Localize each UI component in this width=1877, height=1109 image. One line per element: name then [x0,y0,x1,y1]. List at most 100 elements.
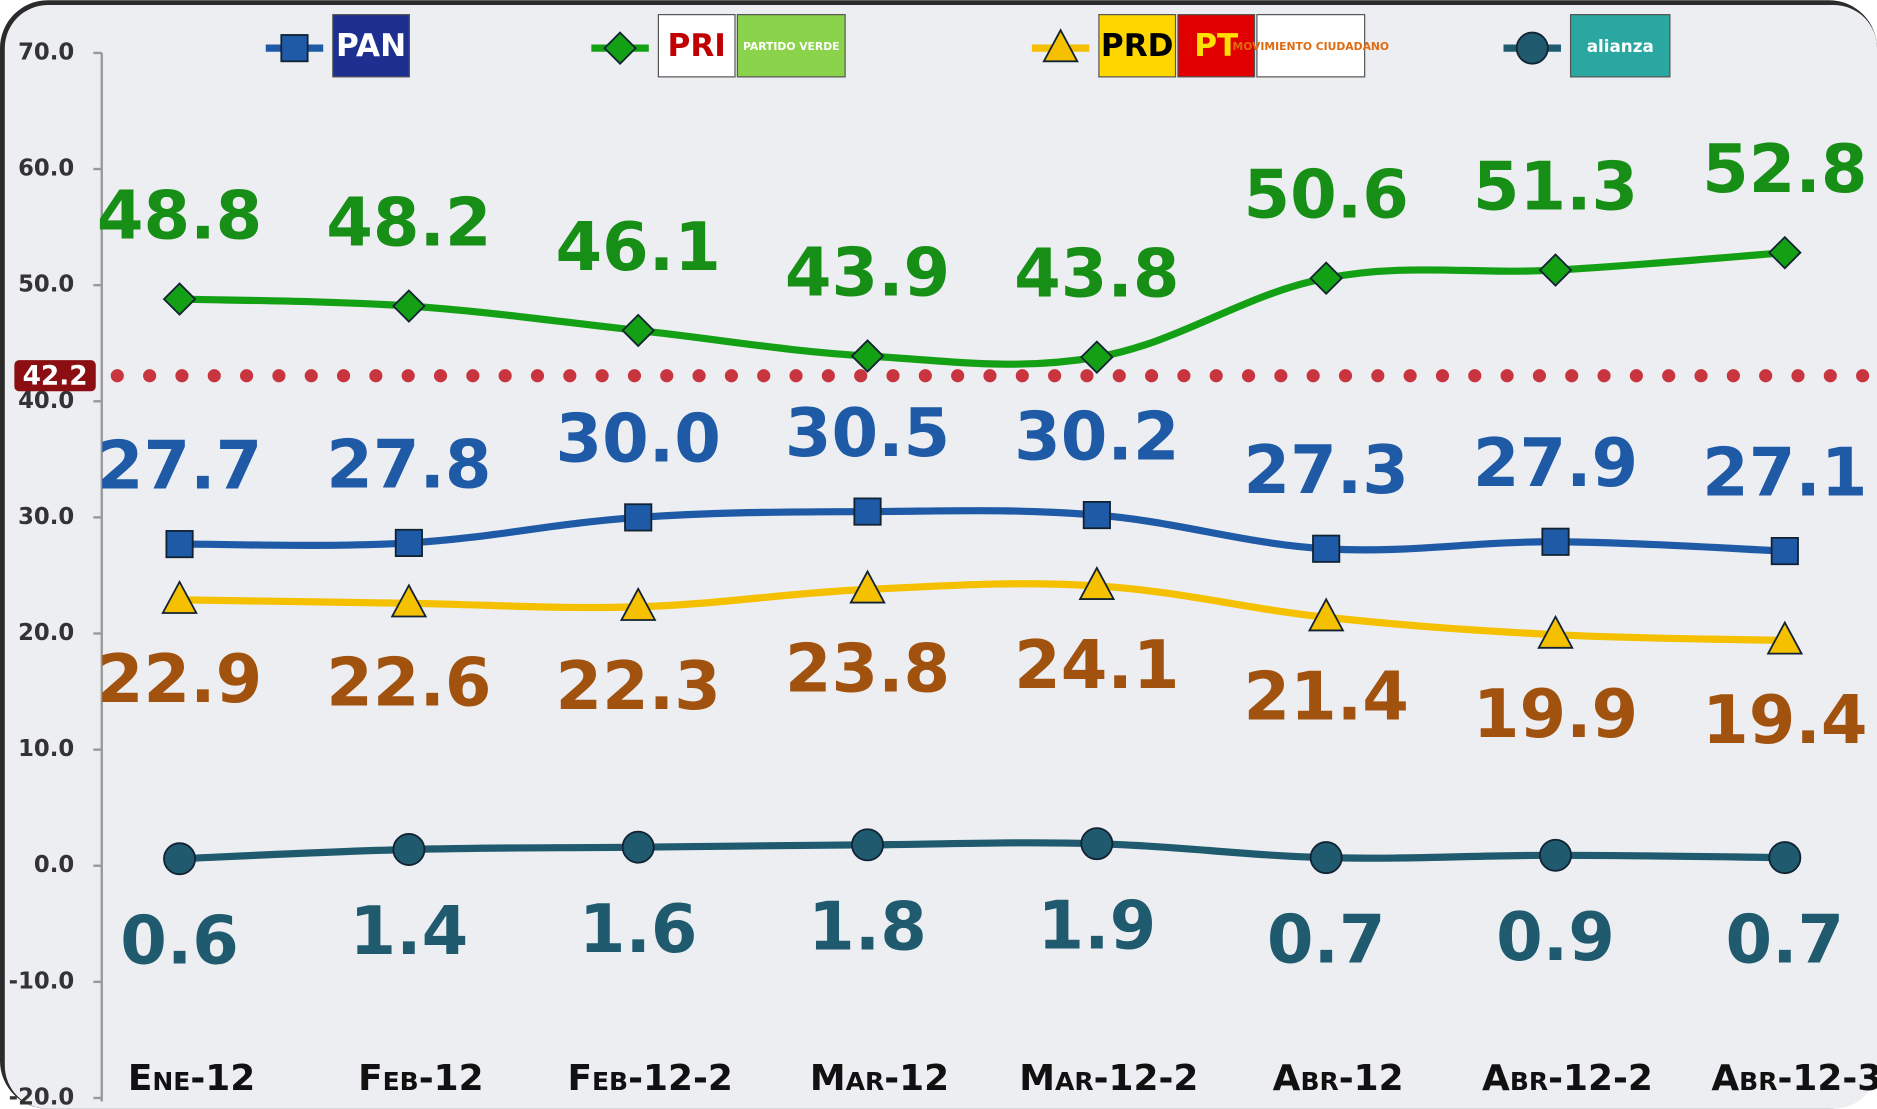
legend-label: PAN [336,28,406,64]
marker [1768,841,1802,875]
data-label: 1.6 [579,890,698,968]
data-label: 22.9 [97,640,262,718]
series-line [179,507,1785,555]
marker [1537,614,1574,649]
data-label: 0.9 [1496,898,1615,976]
marker [165,530,194,559]
marker [1767,235,1802,270]
data-label: 1.4 [350,892,469,970]
marker [1082,501,1111,530]
marker [621,313,656,348]
data-label: 30.5 [785,394,950,472]
marker [1539,838,1572,872]
marker [1042,28,1079,63]
marker [390,583,428,618]
legend-label: MOVIMIENTO CIUDADANO [1232,40,1389,53]
marker [853,497,882,526]
data-label: 1.8 [808,888,927,966]
data-label: 50.6 [1243,156,1408,234]
data-label: 30.2 [1014,397,1179,475]
marker [619,586,657,621]
legend-logo [657,14,736,78]
y-tick-label: 70.0 [18,39,74,65]
data-label: 27.7 [97,426,262,504]
marker [1078,566,1116,600]
background [4,5,1877,1109]
y-tick-label: 40.0 [18,388,74,414]
data-label: 51.3 [1473,148,1638,226]
data-label: 0.6 [120,902,239,980]
data-label: 0.7 [1725,900,1844,978]
data-label: 48.2 [326,184,491,262]
marker [624,503,653,532]
data-label: 43.9 [785,234,950,312]
data-label: 19.4 [1702,681,1867,759]
y-tick-label: 60.0 [18,156,74,182]
legend-label: PARTIDO VERDE [743,40,840,53]
marker [1080,827,1114,861]
data-label: 19.9 [1473,675,1638,753]
data-label: 43.8 [1014,235,1179,313]
reference-label: 42.2 [23,361,88,391]
legend-logo [1256,14,1366,78]
x-tick-label: Feb-12-2 [567,1058,732,1099]
marker [162,282,197,316]
marker [1766,620,1804,655]
data-label: 27.9 [1473,424,1638,502]
series-line [179,249,1786,368]
legend-label: PT [1194,28,1239,64]
marker [394,528,423,558]
y-tick-label: -20.0 [9,1084,75,1109]
marker [161,579,198,614]
data-label: 27.8 [326,425,491,503]
legend-logo [736,14,846,78]
data-label: 0.7 [1267,900,1386,978]
y-tick-label: 0.0 [34,852,74,878]
series-line [179,580,1785,645]
marker [1312,534,1341,563]
data-label: 21.4 [1243,658,1408,736]
marker [163,842,197,876]
data-label: 27.3 [1243,431,1408,509]
data-label: 22.6 [326,644,491,722]
legend-logo [1177,14,1256,78]
legend-logo [1098,14,1177,78]
data-label: 52.8 [1702,130,1867,208]
marker [621,830,655,864]
marker [1307,597,1345,632]
y-tick-label: 30.0 [18,504,74,530]
x-tick-label: Ene-12 [128,1058,255,1099]
marker [1309,261,1344,296]
marker [1538,253,1573,287]
marker [851,828,884,862]
marker [603,31,637,65]
marker [280,34,309,63]
legend-logo [332,14,410,78]
y-tick-label: 20.0 [18,620,74,646]
x-tick-label: Abr-12 [1273,1058,1404,1099]
y-tick-label: 10.0 [18,736,74,762]
marker [1515,31,1549,65]
legend-logo [1569,14,1671,78]
marker [849,569,886,604]
y-tick-label: 50.0 [18,272,74,298]
data-label: 22.3 [556,647,721,725]
x-tick-label: Abr-12-3 [1711,1058,1877,1099]
data-label: 27.1 [1702,433,1867,511]
data-label: 24.1 [1014,626,1179,704]
legend-label: PRD [1101,28,1174,64]
marker [392,289,426,323]
data-label: 1.9 [1037,886,1156,964]
marker [1080,340,1114,374]
marker [392,833,426,866]
series-line [179,839,1785,863]
data-label: 30.0 [556,400,721,478]
x-tick-label: Feb-12 [358,1058,484,1099]
x-tick-label: Abr-12-2 [1482,1058,1653,1099]
x-tick-label: Mar-12 [810,1058,949,1099]
y-tick-label: -10.0 [9,968,75,994]
data-label: 48.8 [97,177,262,255]
marker [850,339,885,373]
marker [1309,841,1343,875]
